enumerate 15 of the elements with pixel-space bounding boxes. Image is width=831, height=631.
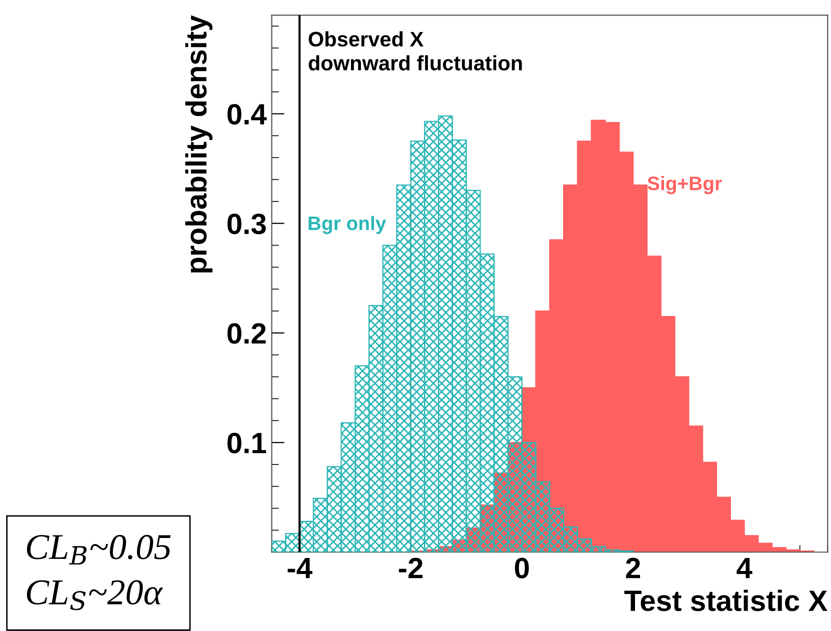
text: CL$_{B}$~0.05 CL$_{S}$~20α bbox=[26, 534, 171, 610]
x-tick-label: 2 bbox=[626, 558, 640, 578]
series-label: Bgr only bbox=[308, 216, 386, 234]
series-label: Sig+Bgr bbox=[648, 176, 722, 194]
y-tick-label: 0.4 bbox=[227, 104, 267, 125]
x-tick-label: 0 bbox=[514, 558, 529, 578]
ref-line-label: Observed X downward fluctuation bbox=[308, 31, 522, 71]
x-tick-label: -2 bbox=[398, 558, 423, 578]
y-tick-label: 0.1 bbox=[227, 432, 266, 454]
x-tick-label: 4 bbox=[736, 558, 752, 578]
y-tick-label: 0.3 bbox=[227, 214, 266, 234]
y-axis-title: probability density bbox=[185, 15, 212, 272]
x-axis-title: Test statistic X bbox=[624, 590, 828, 612]
x-tick-label: -4 bbox=[288, 558, 312, 578]
y-tick-label: 0.2 bbox=[227, 323, 266, 344]
